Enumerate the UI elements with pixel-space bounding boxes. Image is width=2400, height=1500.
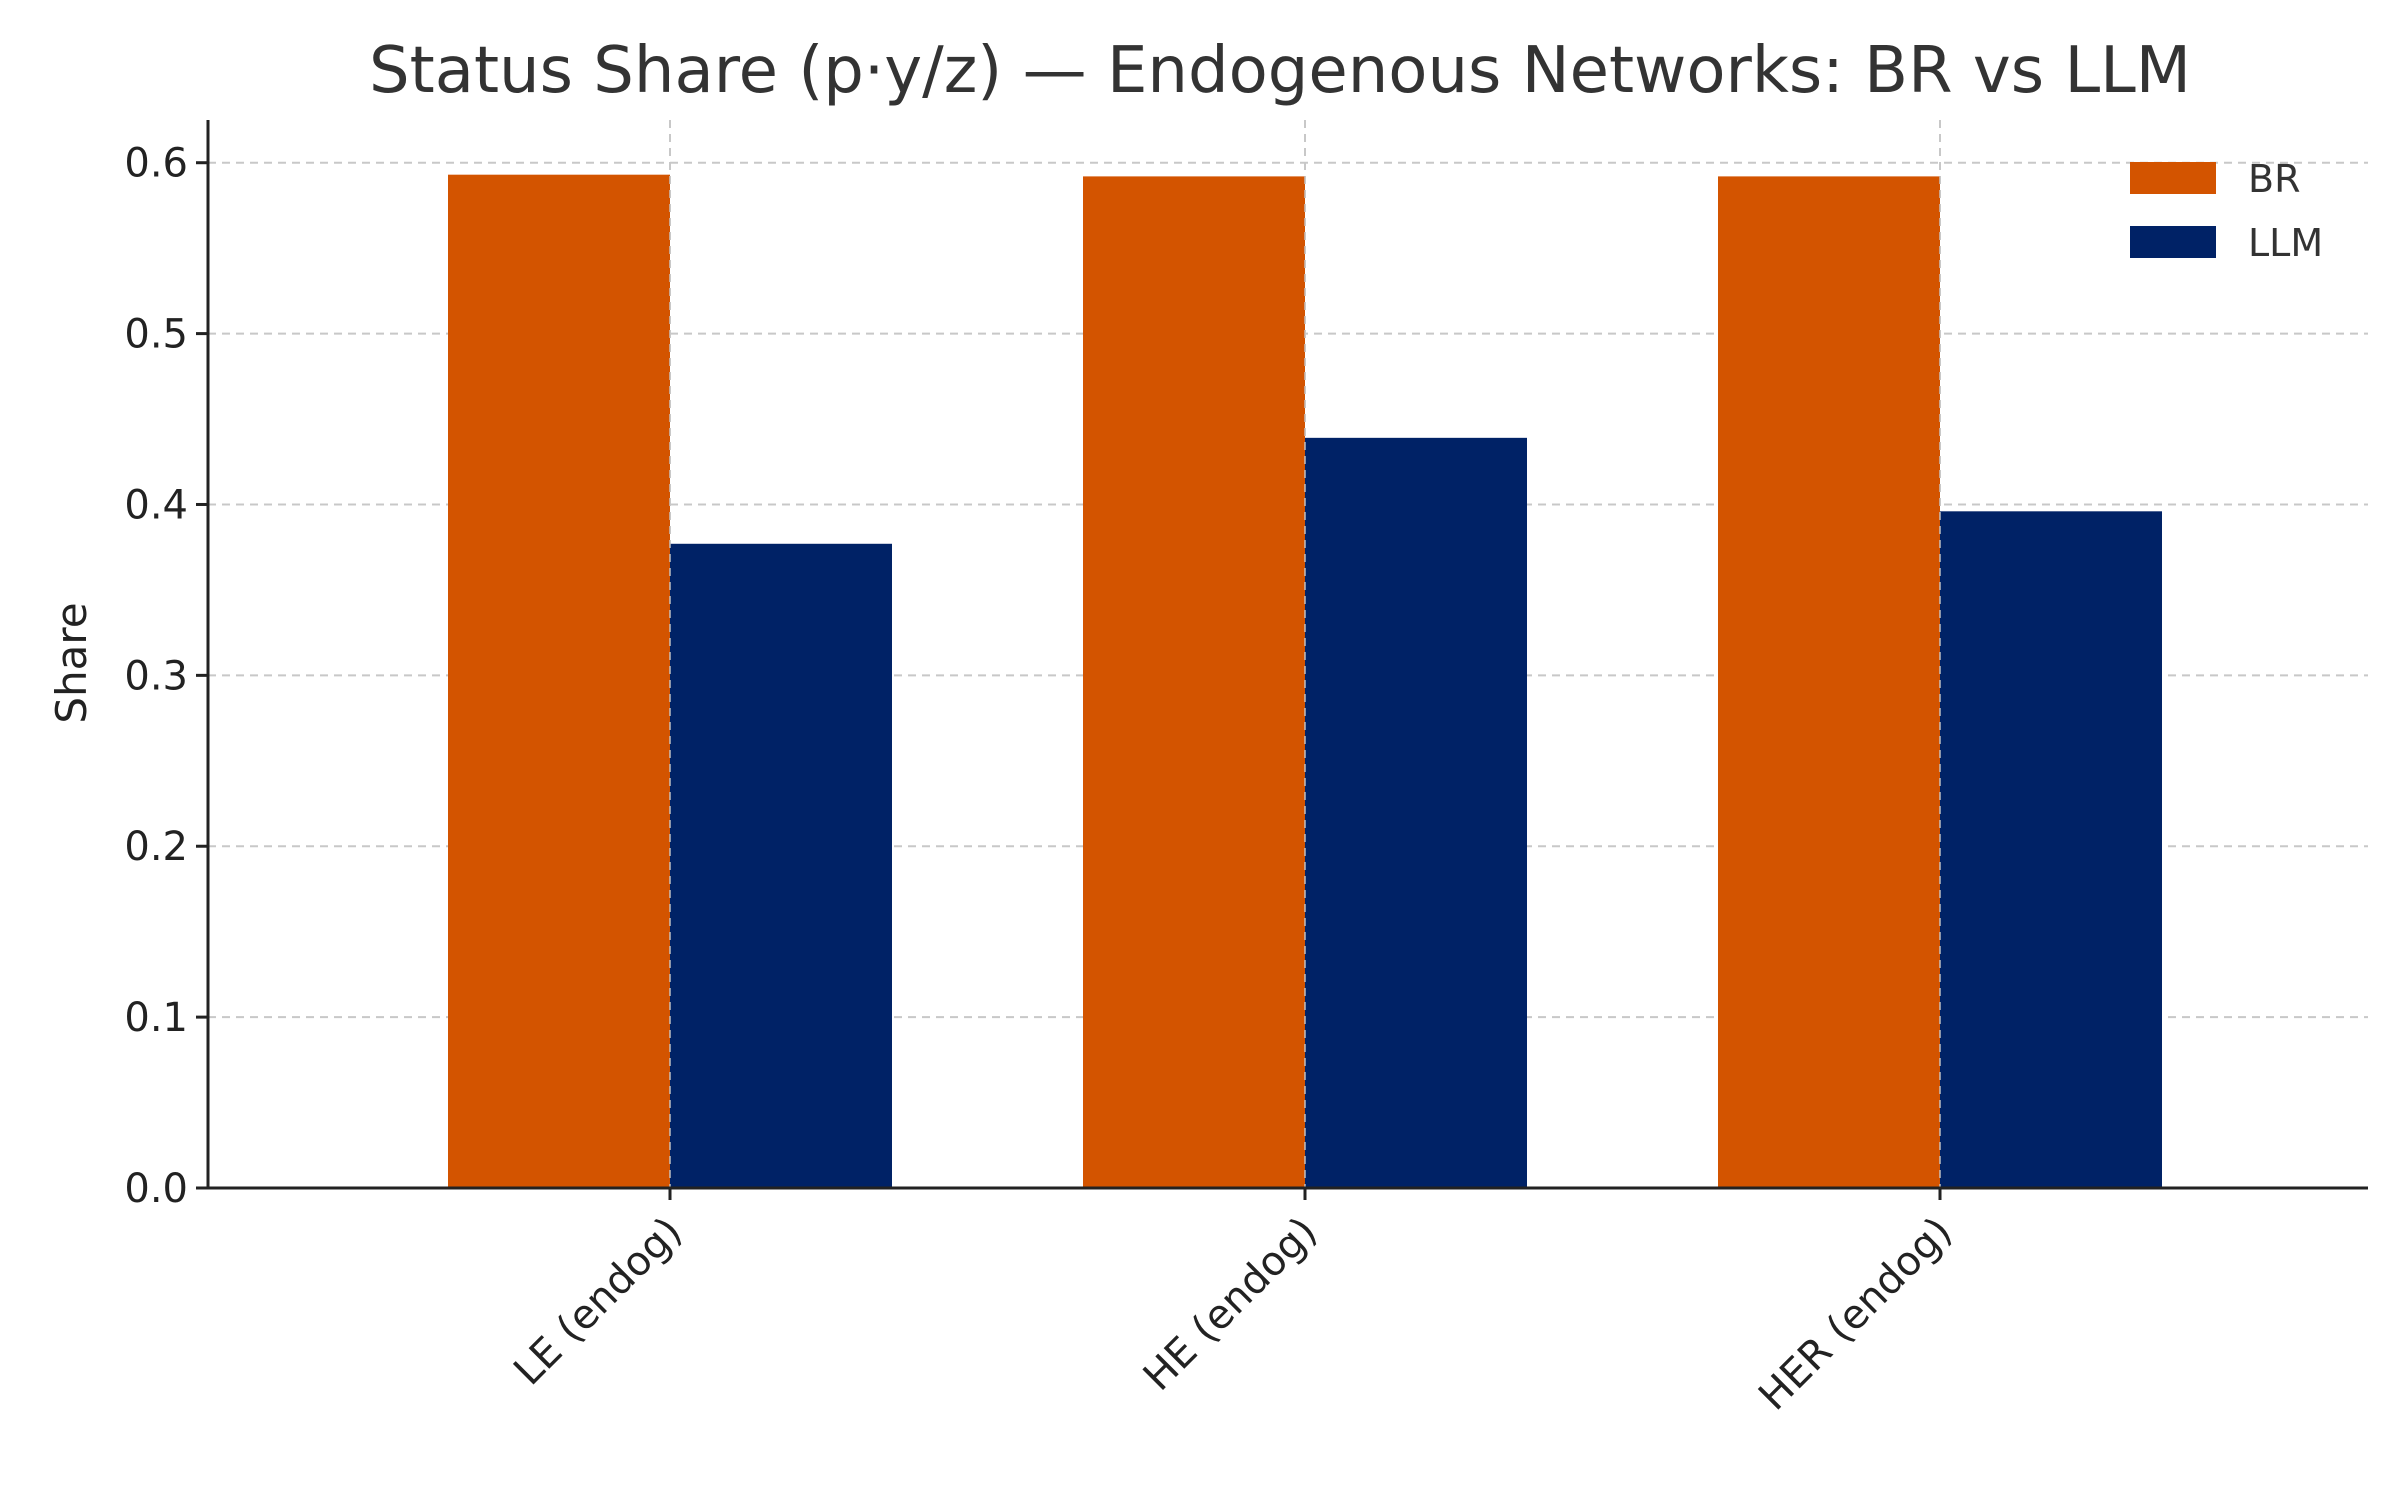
legend: BR LLM: [2130, 157, 2323, 265]
axes: [206, 120, 2368, 1190]
y-tick-label: 0.3: [124, 653, 188, 699]
legend-swatch-llm: [2130, 226, 2216, 258]
bar-br-3: [1718, 176, 1940, 1189]
bar-llm-2: [1305, 437, 1527, 1188]
legend-label-llm: LLM: [2248, 221, 2323, 265]
bar-llm-1: [670, 543, 892, 1188]
bar-br-1: [448, 174, 670, 1189]
x-tick-label: HER (endog): [1750, 1209, 1961, 1420]
x-tick-label: HE (endog): [1135, 1209, 1326, 1400]
y-tick-label: 0.0: [124, 1166, 188, 1212]
bar-llm-3: [1940, 511, 2162, 1188]
x-tick-label: LE (endog): [505, 1209, 691, 1395]
bars: [448, 120, 2162, 1189]
y-axis-label: Share: [47, 602, 96, 723]
legend-swatch-br: [2130, 162, 2216, 194]
x-axis-ticks: LE (endog) HE (endog) HER (endog): [505, 1188, 1961, 1419]
y-tick-label: 0.1: [124, 995, 188, 1041]
bar-br-2: [1083, 176, 1305, 1189]
y-tick-label: 0.2: [124, 824, 188, 870]
y-tick-label: 0.4: [124, 482, 188, 528]
y-tick-label: 0.5: [124, 312, 188, 358]
legend-label-br: BR: [2248, 157, 2300, 201]
chart-title: Status Share (p·y/z) — Endogenous Networ…: [369, 34, 2191, 108]
y-tick-label: 0.6: [124, 141, 188, 187]
y-axis-ticks: 0.0 0.1 0.2 0.3 0.4 0.5 0.6: [124, 141, 208, 1212]
